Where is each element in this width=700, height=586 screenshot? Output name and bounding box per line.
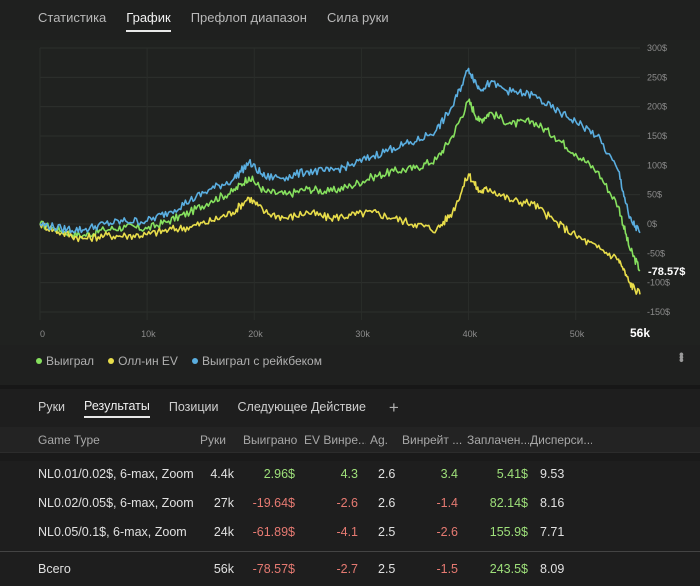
y-tick-label: 150$ — [647, 131, 667, 141]
cell-ev-winrate: -2.7 — [336, 562, 358, 576]
cell-paid: 82.14$ — [489, 496, 528, 510]
cell-won: -78.57$ — [252, 562, 295, 576]
y-tick-label: -50$ — [647, 248, 665, 258]
cell-variance: 8.16 — [540, 496, 565, 510]
table-row[interactable]: NL0.05/0.1$, 6-max, Zoom 24k -61.89$ -4.… — [0, 517, 700, 547]
tab-statistics[interactable]: Статистика — [38, 10, 107, 25]
cell-game-type: Всего — [38, 562, 71, 576]
stats-tabs: Статистика График Префлоп диапазон Сила … — [38, 10, 409, 32]
chart-legend: Выиграл Олл-ин EV Выиграл с рейкбеком — [36, 354, 322, 368]
x-tick-label: 50k — [570, 329, 585, 339]
graph-panel: Статистика График Префлоп диапазон Сила … — [0, 10, 700, 368]
legend-label-allin-ev: Олл-ин EV — [118, 354, 178, 368]
cell-aggression: 2.6 — [378, 496, 396, 510]
legend-dot-won — [36, 358, 42, 364]
final-value-label: -78.57$ — [648, 266, 685, 278]
y-axis: 300$ 250$ 200$ 150$ 100$ 50$ 0$ -50$ -100$ -150$ — [647, 43, 670, 317]
cell-hands: 24k — [213, 525, 234, 539]
y-tick-label: 300$ — [647, 43, 667, 53]
x-tick-label: 20k — [248, 329, 263, 339]
cell-won: -19.64$ — [252, 496, 295, 510]
results-tabs: Руки Результаты Позиции Следующее Действ… — [38, 398, 399, 418]
tab-positions[interactable]: Позиции — [168, 399, 219, 414]
cell-hands: 4.4k — [210, 467, 234, 481]
cell-aggression: 2.5 — [378, 525, 396, 539]
more-options-icon[interactable]: ••• — [674, 352, 690, 361]
x-end-label: 56k — [630, 326, 650, 340]
cell-paid: 5.41$ — [496, 467, 528, 481]
cell-won: 2.96$ — [263, 467, 295, 481]
cell-variance: 9.53 — [540, 467, 565, 481]
series-allin-ev-line — [39, 173, 641, 295]
results-panel: Руки Результаты Позиции Следующее Действ… — [0, 389, 700, 586]
y-tick-label: 50$ — [647, 190, 662, 200]
table-header: Game Type Руки Выиграно EV Винре... Ag. … — [0, 427, 700, 453]
legend-item-rakeback[interactable]: Выиграл с рейкбеком — [191, 354, 322, 368]
tab-preflop-range[interactable]: Префлоп диапазон — [190, 10, 307, 25]
tab-hand-strength[interactable]: Сила руки — [326, 10, 389, 25]
header-separator — [0, 453, 700, 461]
cell-variance: 8.09 — [540, 562, 565, 576]
y-tick-label: -150$ — [647, 307, 670, 317]
cell-ev-winrate: -4.1 — [336, 525, 358, 539]
cell-paid: 243.5$ — [489, 562, 528, 576]
table-row[interactable]: NL0.01/0.02$, 6-max, Zoom 4.4k 2.96$ 4.3… — [0, 459, 700, 489]
cell-paid: 155.9$ — [489, 525, 528, 539]
legend-label-won: Выиграл — [46, 354, 95, 368]
cell-winrate: -1.4 — [436, 496, 458, 510]
y-tick-label: -100$ — [647, 278, 670, 288]
legend-dot-allin-ev — [108, 358, 115, 364]
y-tick-label: 0$ — [647, 219, 657, 229]
cell-hands: 27k — [213, 496, 234, 510]
cell-aggression: 2.6 — [378, 467, 396, 481]
x-tick-label: 10k — [141, 329, 156, 339]
series-rakeback-line — [39, 67, 641, 234]
legend-item-allin-ev[interactable]: Олл-ин EV — [108, 354, 178, 368]
cell-winrate: -2.6 — [436, 525, 458, 539]
chart-background — [0, 40, 700, 345]
legend-item-won[interactable]: Выиграл — [36, 354, 94, 368]
legend-dot-rakeback — [191, 358, 198, 364]
column-header-winrate[interactable]: Винрейт ... — [402, 432, 463, 447]
total-divider — [0, 551, 700, 552]
cell-winrate: 3.4 — [440, 467, 458, 481]
y-tick-label: 100$ — [647, 160, 667, 170]
tab-results[interactable]: Результаты — [84, 399, 150, 418]
table-total-row[interactable]: Всего 56k -78.57$ -2.7 2.5 -1.5 243.5$ 8… — [0, 554, 700, 584]
winnings-chart: 300$250$200$150$100$50$0$-50$-100$-150$ … — [0, 40, 700, 345]
cell-game-type: NL0.05/0.1$, 6-max, Zoom — [38, 525, 187, 539]
column-header-variance[interactable]: Дисперси... — [530, 432, 592, 447]
cell-won: -61.89$ — [252, 525, 295, 539]
table-row[interactable]: NL0.02/0.05$, 6-max, Zoom 27k -19.64$ -2… — [0, 488, 700, 518]
cell-ev-winrate: 4.3 — [340, 467, 358, 481]
column-header-won[interactable]: Выиграно — [243, 432, 298, 447]
add-tab-icon[interactable]: + — [388, 398, 399, 417]
chart-series — [39, 67, 641, 295]
cell-hands: 56k — [213, 562, 234, 576]
cell-winrate: -1.5 — [436, 562, 458, 576]
column-header-paid[interactable]: Заплачен... — [467, 432, 529, 447]
x-axis: 0 10k 20k 30k 40k 50k — [40, 329, 585, 339]
tab-graph[interactable]: График — [126, 10, 171, 32]
y-tick-label: 250$ — [647, 72, 667, 82]
legend-label-rakeback: Выиграл с рейкбеком — [201, 354, 322, 368]
cell-aggression: 2.5 — [378, 562, 396, 576]
x-tick-label: 40k — [463, 329, 478, 339]
column-header-hands[interactable]: Руки — [200, 432, 226, 447]
tab-hands[interactable]: Руки — [38, 399, 66, 414]
series-won-line — [39, 98, 641, 272]
column-header-ev-winrate[interactable]: EV Винре... — [304, 432, 366, 447]
column-header-aggression[interactable]: Ag. — [370, 432, 389, 447]
cell-game-type: NL0.01/0.02$, 6-max, Zoom — [38, 467, 194, 481]
cell-variance: 7.71 — [540, 525, 565, 539]
x-tick-label: 30k — [355, 329, 370, 339]
cell-ev-winrate: -2.6 — [336, 496, 358, 510]
tab-next-action[interactable]: Следующее Действие — [237, 399, 366, 414]
column-header-game-type[interactable]: Game Type — [38, 432, 100, 447]
cell-game-type: NL0.02/0.05$, 6-max, Zoom — [38, 496, 194, 510]
panel-divider — [0, 385, 700, 389]
y-tick-label: 200$ — [647, 102, 667, 112]
x-tick-label: 0 — [40, 329, 45, 339]
